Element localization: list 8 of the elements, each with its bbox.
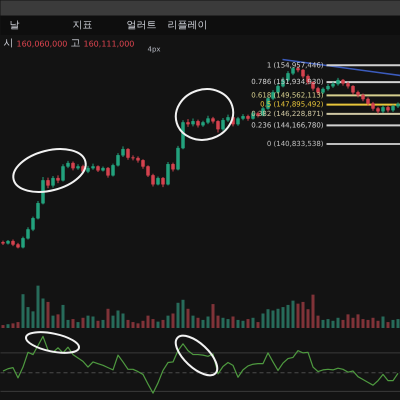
annotation: 160,111,000 bbox=[84, 40, 134, 48]
annotation: 고 bbox=[70, 38, 80, 49]
text: 리플레이 bbox=[168, 20, 208, 31]
text: 날 bbox=[10, 20, 20, 31]
text: 얼러트 bbox=[126, 20, 156, 31]
text: 지표 bbox=[72, 20, 92, 31]
annotation: 시 bbox=[4, 38, 14, 49]
annotation: 160,060,000 bbox=[16, 40, 68, 48]
